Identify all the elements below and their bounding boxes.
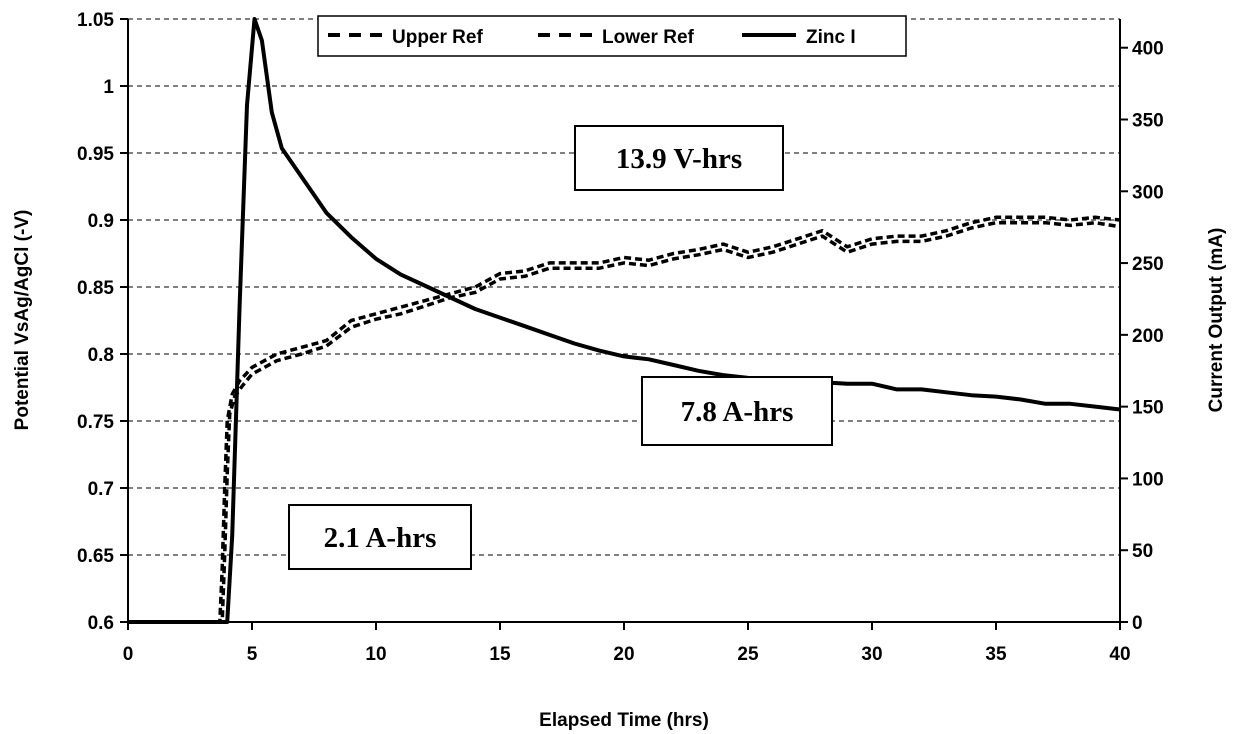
y2-tick-label: 350: [1132, 111, 1164, 132]
y-axis-title: Potential VsAg/AgCl (-V): [12, 210, 33, 431]
series-layer: [128, 17, 1121, 624]
y2-tick-label: 250: [1132, 254, 1164, 275]
y-tick-label: 0.85: [77, 278, 114, 299]
y-tick-label: 0.8: [88, 345, 114, 366]
x-tick-label: 15: [489, 644, 511, 665]
x-tick-label: 30: [861, 644, 882, 665]
series-line-zinc-i: [128, 17, 1121, 624]
legend-label-zinc-i: Zinc I: [806, 27, 856, 48]
legend-label-lower-ref: Lower Ref: [602, 27, 695, 48]
y2-tick-label: 150: [1132, 398, 1164, 419]
legend-box: [317, 15, 907, 57]
y2-tick-label: 100: [1132, 469, 1164, 490]
tick-layer: 0.60.650.70.750.80.850.90.9511.050501001…: [77, 10, 1164, 665]
x-axis-title: Elapsed Time (hrs): [539, 710, 709, 731]
x-tick-label: 20: [613, 644, 634, 665]
annotation-frame: [288, 504, 472, 570]
annotation-box-a-hrs-left: 2.1 A-hrs: [288, 504, 472, 570]
series-line-upper-ref: [128, 215, 1121, 624]
y-tick-label: 1: [103, 77, 114, 98]
x-tick-label: 25: [737, 644, 759, 665]
annotation-frame: [574, 125, 784, 191]
y-tick-label: 0.6: [88, 613, 114, 634]
annotation-frame: [641, 376, 833, 446]
y-tick-label: 0.65: [77, 546, 114, 567]
y-tick-label: 0.9: [88, 211, 114, 232]
x-tick-label: 5: [247, 644, 258, 665]
y2-tick-label: 0: [1132, 613, 1143, 634]
y-tick-label: 0.7: [88, 479, 114, 500]
annotation-box-v-hrs: 13.9 V-hrs: [574, 125, 784, 191]
y2-tick-label: 300: [1132, 182, 1164, 203]
x-tick-label: 0: [123, 644, 134, 665]
y2-tick-label: 400: [1132, 39, 1164, 60]
annotation-label: 2.1 A-hrs: [324, 522, 437, 554]
legend: Upper Ref Lower Ref Zinc I: [317, 15, 907, 57]
gridlines: [128, 18, 1120, 556]
y-tick-label: 0.95: [77, 144, 114, 165]
axes: [127, 19, 1121, 623]
y2-axis-title: Current Output (mA): [1206, 228, 1227, 413]
annotation-label: 13.9 V-hrs: [616, 143, 742, 175]
y2-tick-label: 200: [1132, 326, 1164, 347]
annotation-label: 7.8 A-hrs: [681, 396, 794, 428]
x-tick-label: 10: [365, 644, 386, 665]
annotation-box-a-hrs-right: 7.8 A-hrs: [641, 376, 833, 446]
x-tick-label: 40: [1109, 644, 1130, 665]
y-tick-label: 0.75: [77, 412, 114, 433]
y-tick-label: 1.05: [77, 10, 114, 31]
x-tick-label: 35: [985, 644, 1007, 665]
y2-tick-label: 50: [1132, 541, 1153, 562]
series-line-lower-ref: [128, 220, 1121, 624]
legend-label-upper-ref: Upper Ref: [392, 27, 483, 48]
